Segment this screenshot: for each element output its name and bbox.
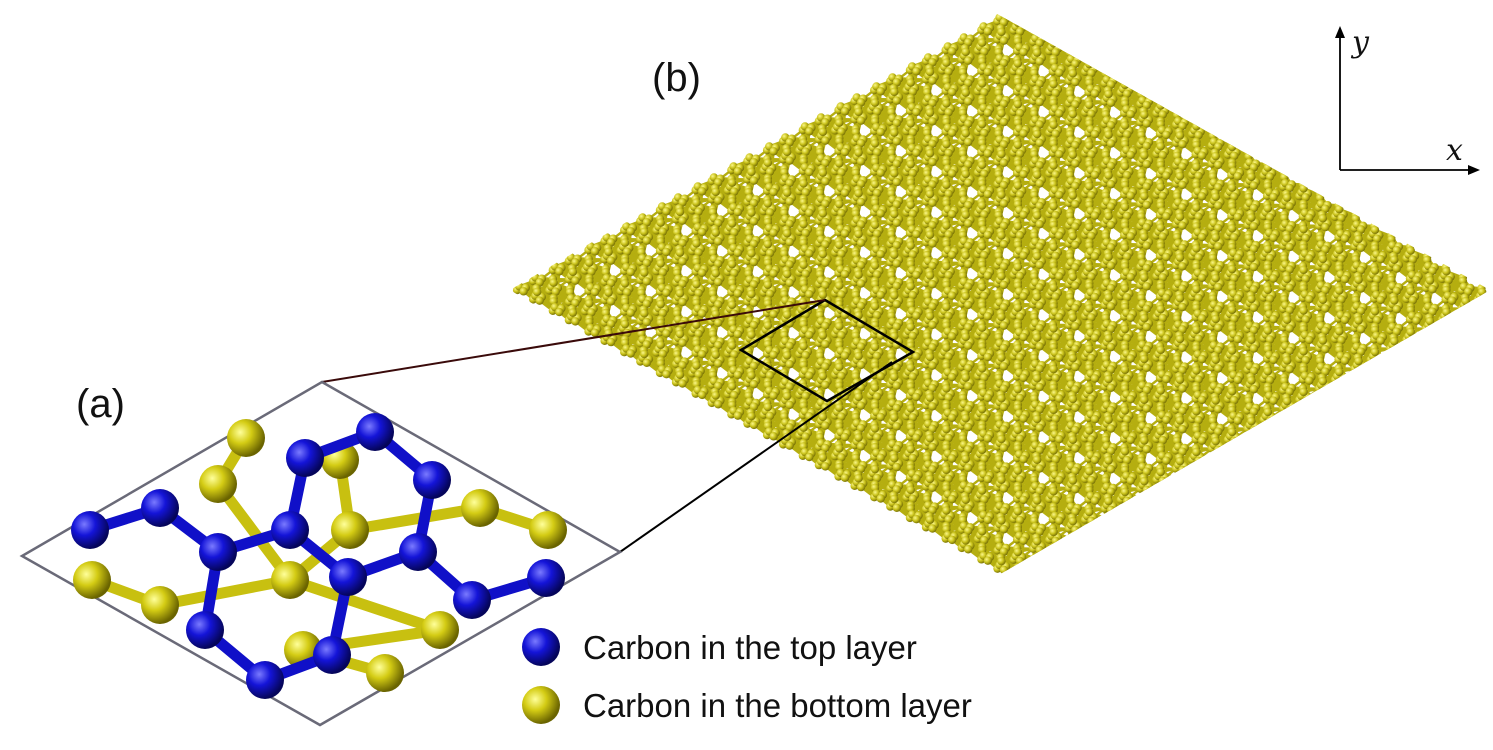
- lattice-bond: [1055, 539, 1071, 543]
- bilayer-lattice: [512, 13, 1490, 575]
- lattice-bond: [1053, 540, 1071, 549]
- lattice-bond: [1039, 548, 1054, 552]
